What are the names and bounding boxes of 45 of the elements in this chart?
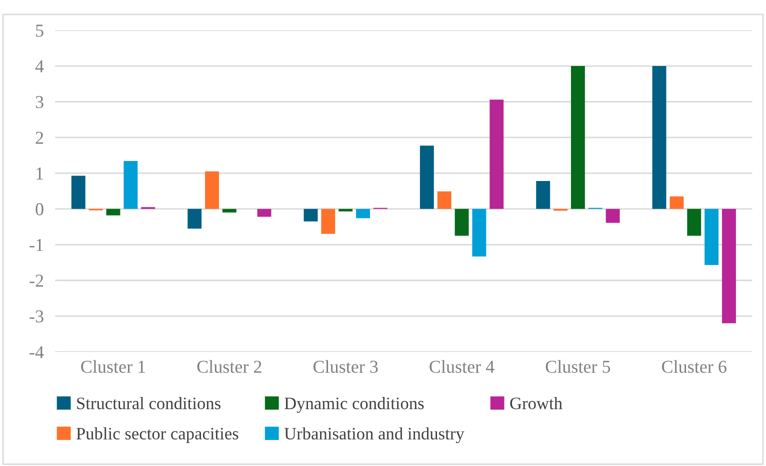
bar [670,196,684,209]
bar [536,181,550,209]
bar [205,171,219,209]
x-tick-label: Cluster 6 [662,360,726,373]
bar [722,208,736,324]
bar [570,66,585,209]
y-tick-label: 0 [36,203,44,216]
bar [454,208,469,236]
bar [356,208,370,218]
y-tick-label: 5 [36,24,44,37]
bar [304,208,318,222]
y-tick-label: -3 [30,310,44,323]
y-tick-label: 3 [36,96,44,108]
y-tick-label: -4 [30,346,44,358]
bar [71,176,86,209]
bar [338,208,353,212]
x-tick-label: Cluster 5 [546,360,610,373]
y-tick-label: -1 [30,238,43,251]
bar [106,208,120,216]
legend-label: Structural conditions [77,397,220,410]
bar [490,100,504,209]
bar [124,161,138,209]
bar [321,208,336,234]
legend-label: Public sector capacities [76,427,238,444]
bar [606,208,620,223]
bar [472,208,486,256]
bar [257,208,272,217]
y-tick-label: -2 [30,274,44,287]
x-tick-label: Cluster 3 [313,360,378,373]
x-tick-label: Cluster 4 [430,360,494,373]
bar [687,208,702,236]
x-tick-label: Cluster 2 [197,360,262,373]
bar [652,66,666,209]
x-tick-label: Cluster 1 [81,360,146,373]
legend-label: Urbanisation and industry [284,427,464,444]
y-tick-label: 4 [35,60,44,72]
bar [420,146,434,209]
bar [222,208,236,212]
legend-label: Growth [510,397,562,410]
y-tick-label: 2 [36,132,44,144]
bar [437,191,452,209]
y-tick-label: 1 [36,168,43,180]
legend-label: Dynamic conditions [284,397,424,413]
bar [704,208,719,266]
bar [188,208,202,229]
